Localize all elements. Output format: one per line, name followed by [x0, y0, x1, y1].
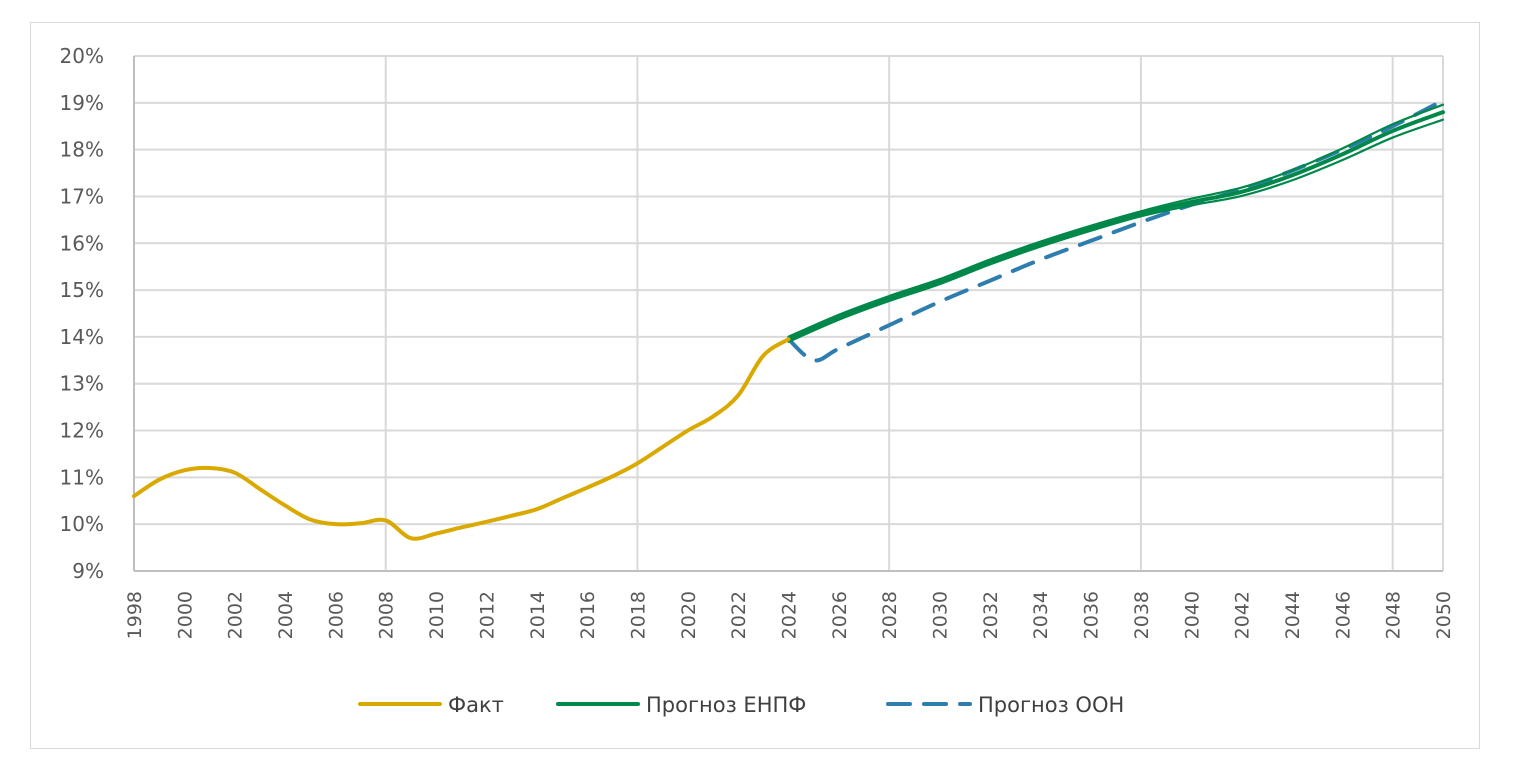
x-tick-label: 2024: [779, 591, 801, 639]
x-tick-label: 2020: [678, 591, 700, 639]
y-tick-label: 14%: [60, 325, 104, 349]
y-tick-label: 15%: [60, 278, 104, 302]
series-lines: [132, 98, 1445, 541]
x-tick-label: 2048: [1383, 591, 1405, 639]
y-tick-label: 16%: [60, 231, 104, 255]
x-tick-label: 2008: [376, 591, 398, 639]
y-tick-label: 17%: [60, 184, 104, 208]
x-tick-label: 2000: [174, 591, 196, 639]
x-tick-label: 2006: [325, 591, 347, 639]
x-axis: 1998 2000 2002 2004 2006 2008 2010 2012 2014 2016…: [124, 591, 1455, 639]
x-tick-label: 2038: [1131, 591, 1153, 639]
legend-label-0: Факт: [448, 693, 504, 717]
x-tick-label: 2010: [426, 591, 448, 639]
x-tick-label: 2012: [476, 591, 498, 639]
series-line-0: [132, 337, 791, 541]
x-tick-label: 2030: [930, 591, 952, 639]
x-tick-label: 2018: [627, 591, 649, 639]
x-tick-label: 2032: [980, 591, 1002, 639]
x-tick-label: 2046: [1332, 591, 1354, 639]
x-tick-label: 2036: [1081, 591, 1103, 639]
x-tick-label: 1998: [124, 591, 146, 639]
x-tick-label: 2034: [1030, 591, 1052, 639]
x-tick-label: 2042: [1232, 591, 1254, 639]
y-tick-label: 9%: [72, 559, 104, 583]
y-tick-label: 12%: [60, 419, 104, 443]
legend-label-2: Прогноз ООН: [978, 693, 1124, 717]
y-tick-label: 19%: [60, 91, 104, 115]
legend-label-1: Прогноз ЕНПФ: [646, 693, 806, 717]
x-tick-label: 2044: [1282, 591, 1304, 639]
x-tick-label: 2040: [1181, 591, 1203, 639]
x-tick-label: 2004: [275, 591, 297, 639]
x-tick-label: 2050: [1433, 591, 1455, 639]
y-tick-label: 13%: [60, 372, 104, 396]
y-tick-label: 18%: [60, 138, 104, 162]
chart-frame: [30, 22, 1480, 749]
series-line-1: [786, 110, 1445, 342]
series-line-2: [786, 98, 1445, 363]
series-band-line: [787, 118, 1445, 343]
x-tick-label: 2028: [879, 591, 901, 639]
y-tick-label: 11%: [60, 465, 104, 489]
series-band-line: [787, 103, 1445, 338]
y-tick-label: 20%: [60, 44, 104, 68]
y-tick-label: 10%: [60, 512, 104, 536]
x-tick-label: 2016: [577, 591, 599, 639]
legend: Факт Прогноз ЕНПФ Прогноз ООН: [358, 693, 1124, 717]
y-axis: 9% 10% 11% 12% 13% 14% 15% 16% 17% 18% 19% 20%: [60, 44, 104, 583]
x-tick-label: 2002: [225, 591, 247, 639]
x-tick-label: 2014: [527, 591, 549, 639]
x-tick-label: 2026: [829, 591, 851, 639]
gridlines: [133, 55, 1444, 572]
x-tick-label: 2022: [728, 591, 750, 639]
